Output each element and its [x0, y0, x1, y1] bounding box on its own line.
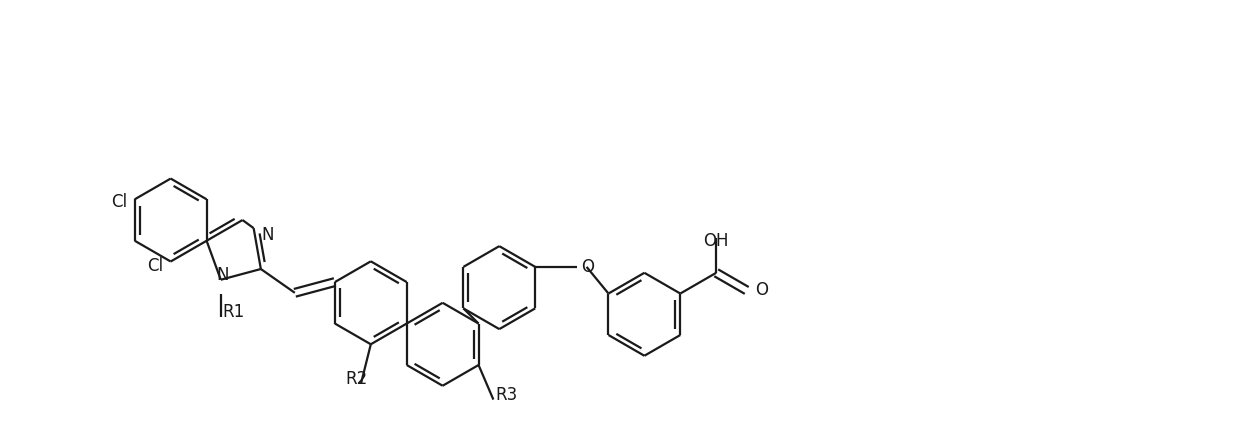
Text: Cl: Cl [146, 257, 162, 275]
Text: O: O [755, 281, 768, 299]
Text: N: N [217, 266, 229, 284]
Text: N: N [262, 226, 274, 244]
Text: R2: R2 [346, 370, 368, 388]
Text: OH: OH [703, 232, 729, 250]
Text: R1: R1 [223, 303, 246, 321]
Text: R3: R3 [495, 385, 517, 404]
Text: Cl: Cl [110, 194, 126, 211]
Text: O: O [580, 258, 594, 276]
